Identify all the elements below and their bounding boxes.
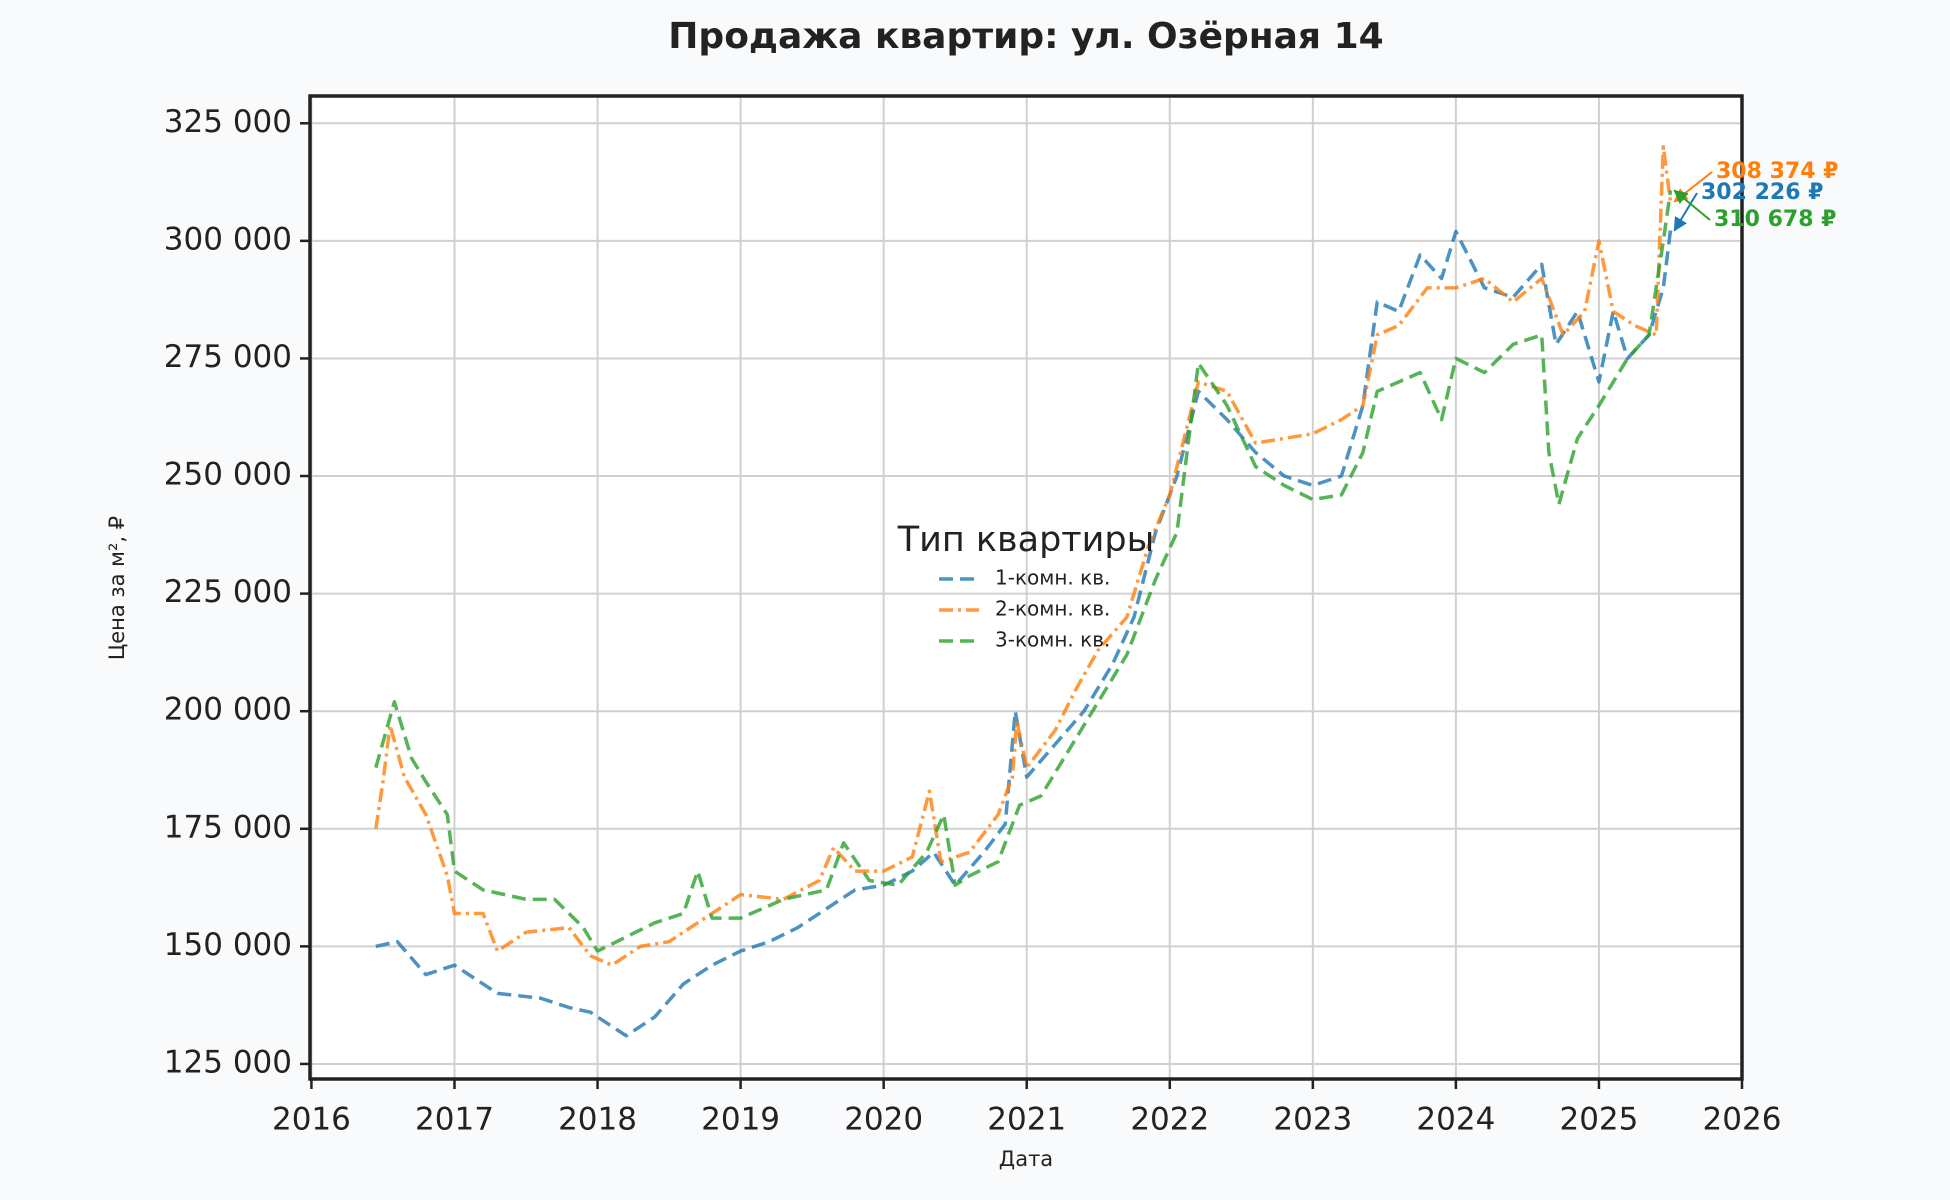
legend-label: 2-комн. кв. xyxy=(995,597,1110,621)
x-tick-label: 2016 xyxy=(272,1102,351,1138)
annotation-arrow xyxy=(1673,189,1711,221)
x-axis-label: Дата xyxy=(999,1147,1053,1171)
y-tick-label: 200 000 xyxy=(164,692,292,728)
x-tick-label: 2022 xyxy=(1130,1102,1209,1138)
x-tick-label: 2020 xyxy=(844,1102,923,1138)
y-tick-label: 175 000 xyxy=(164,809,292,845)
series-line xyxy=(375,229,1673,1038)
y-axis-label: Цена за м², ₽ xyxy=(105,516,129,660)
x-tick-label: 2021 xyxy=(987,1102,1066,1138)
y-tick-label: 150 000 xyxy=(164,927,292,963)
x-tick-label: 2019 xyxy=(701,1102,780,1138)
annotation-label: 302 226 ₽ xyxy=(1701,180,1823,205)
x-tick-label: 2024 xyxy=(1416,1102,1495,1138)
x-tick-label: 2026 xyxy=(1703,1102,1782,1138)
series-line xyxy=(374,190,1673,953)
annotation-label: 310 678 ₽ xyxy=(1714,207,1836,232)
y-tick-label: 300 000 xyxy=(164,221,292,257)
legend-label: 3-комн. кв. xyxy=(995,628,1110,652)
chart-title: Продажа квартир: ул. Озёрная 14 xyxy=(668,16,1383,57)
x-tick-label: 2018 xyxy=(558,1102,637,1138)
y-tick-label: 250 000 xyxy=(164,457,292,493)
x-tick-label: 2025 xyxy=(1559,1102,1638,1138)
legend-label: 1-комн. кв. xyxy=(995,566,1110,590)
x-tick-label: 2017 xyxy=(415,1102,494,1138)
annotation-label: 308 374 ₽ xyxy=(1716,159,1838,184)
y-tick-label: 275 000 xyxy=(164,339,292,375)
legend-title: Тип квартиры xyxy=(897,520,1155,560)
y-tick-label: 125 000 xyxy=(164,1044,292,1080)
annotation-arrow xyxy=(1673,192,1698,232)
y-tick-label: 325 000 xyxy=(164,104,292,140)
series-line xyxy=(374,145,1673,967)
y-tick-label: 225 000 xyxy=(164,574,292,610)
x-tick-label: 2023 xyxy=(1273,1102,1352,1138)
plot-frame xyxy=(308,94,1744,1081)
